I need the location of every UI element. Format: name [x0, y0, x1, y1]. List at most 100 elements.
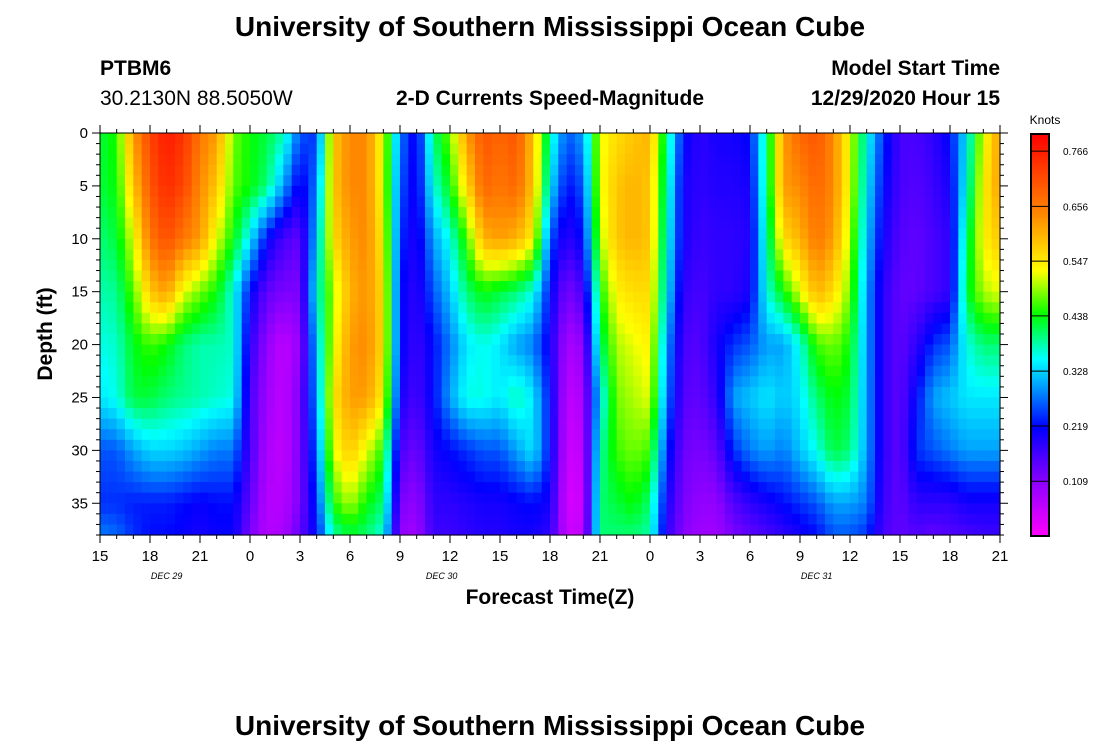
- heatmap-cell: [525, 397, 534, 409]
- heatmap-cell: [166, 355, 176, 367]
- heatmap-cell: [650, 270, 659, 282]
- heatmap-cell: [850, 376, 859, 388]
- heatmap-cell: [383, 143, 393, 155]
- heatmap-cell: [900, 164, 909, 176]
- heatmap-cell: [858, 429, 868, 441]
- heatmap-cell: [475, 439, 484, 451]
- x-tick-label: 15: [92, 548, 109, 565]
- heatmap-cell: [191, 291, 201, 303]
- heatmap-cell: [925, 450, 934, 462]
- heatmap-cell: [500, 291, 509, 303]
- heatmap-cell: [883, 154, 893, 166]
- heatmap-cell: [266, 492, 276, 504]
- heatmap-cell: [650, 482, 659, 494]
- heatmap-cell: [916, 185, 926, 198]
- heatmap-cell: [666, 492, 676, 504]
- heatmap-cell: [583, 154, 593, 166]
- heatmap-cell: [408, 281, 418, 293]
- heatmap-cell: [525, 450, 534, 462]
- heatmap-cell: [250, 513, 259, 526]
- heatmap-cell: [508, 238, 518, 250]
- heatmap-cell: [483, 175, 493, 187]
- heatmap-cell: [366, 408, 376, 420]
- heatmap-cell: [425, 365, 434, 377]
- heatmap-cell: [708, 302, 718, 314]
- heatmap-cell: [225, 503, 234, 515]
- heatmap-cell: [475, 513, 484, 526]
- heatmap-cell: [125, 365, 134, 377]
- heatmap-cell: [716, 482, 726, 494]
- heatmap-cell: [283, 164, 293, 176]
- heatmap-cell: [175, 196, 184, 208]
- heatmap-cell: [258, 281, 268, 293]
- heatmap-cell: [983, 249, 993, 261]
- heatmap-cell: [575, 217, 584, 229]
- heatmap-cell: [975, 355, 984, 367]
- heatmap-cell: [508, 355, 518, 367]
- heatmap-cell: [841, 386, 851, 399]
- heatmap-cell: [733, 344, 743, 356]
- heatmap-cell: [725, 164, 734, 176]
- heatmap-cell: [500, 175, 509, 187]
- heatmap-cell: [833, 207, 843, 219]
- heatmap-cell: [608, 460, 618, 473]
- heatmap-cell: [900, 302, 909, 314]
- heatmap-cell: [275, 386, 284, 399]
- heatmap-cell: [141, 270, 151, 282]
- heatmap-cell: [500, 513, 509, 526]
- heatmap-cell: [425, 154, 434, 166]
- heatmap-cell: [316, 429, 326, 441]
- heatmap-cell: [500, 450, 509, 462]
- heatmap-cell: [433, 291, 443, 303]
- heatmap-cell: [558, 439, 568, 451]
- heatmap-cell: [233, 334, 243, 346]
- heatmap-cell: [158, 471, 168, 483]
- figure-title: University of Southern Mississippi Ocean…: [235, 11, 865, 42]
- heatmap-cell: [883, 439, 893, 451]
- heatmap-cell: [983, 355, 993, 367]
- heatmap-cell: [108, 344, 118, 356]
- heatmap-cell: [541, 334, 551, 346]
- heatmap-cell: [550, 281, 559, 293]
- heatmap-cell: [733, 408, 743, 420]
- heatmap-cell: [266, 429, 276, 441]
- heatmap-cell: [700, 207, 709, 219]
- heatmap-cell: [341, 281, 351, 293]
- heatmap-cell: [641, 259, 651, 272]
- heatmap-cell: [916, 302, 926, 314]
- heatmap-cell: [125, 334, 134, 346]
- heatmap-cell: [816, 185, 826, 198]
- heatmap-cell: [441, 133, 451, 145]
- heatmap-cell: [316, 334, 326, 346]
- heatmap-cell: [591, 217, 601, 229]
- heatmap-cell: [400, 344, 409, 356]
- heatmap-cell: [341, 524, 351, 536]
- heatmap-cell: [191, 164, 201, 176]
- heatmap-cell: [233, 133, 243, 145]
- heatmap-cell: [416, 281, 426, 293]
- heatmap-cell: [275, 228, 284, 240]
- heatmap-cell: [383, 133, 393, 145]
- heatmap-cell: [841, 429, 851, 441]
- heatmap-cell: [591, 429, 601, 441]
- heatmap-cell: [541, 503, 551, 515]
- heatmap-cell: [816, 133, 826, 145]
- heatmap-cell: [516, 133, 526, 145]
- heatmap-cell: [133, 482, 143, 494]
- heatmap-cell: [225, 492, 234, 504]
- heatmap-cell: [975, 492, 984, 504]
- heatmap-cell: [275, 365, 284, 377]
- heatmap-cell: [566, 386, 576, 399]
- heatmap-cell: [275, 376, 284, 388]
- heatmap-cell: [441, 270, 451, 282]
- heatmap-cell: [525, 386, 534, 399]
- heatmap-cell: [341, 471, 351, 483]
- heatmap-cell: [616, 397, 626, 409]
- heatmap-cell: [716, 185, 726, 198]
- heatmap-cell: [633, 344, 643, 356]
- heatmap-cell: [400, 312, 409, 325]
- heatmap-cell: [441, 217, 451, 229]
- heatmap-cell: [558, 513, 568, 526]
- heatmap-cell: [325, 143, 334, 155]
- heatmap-cell: [708, 196, 718, 208]
